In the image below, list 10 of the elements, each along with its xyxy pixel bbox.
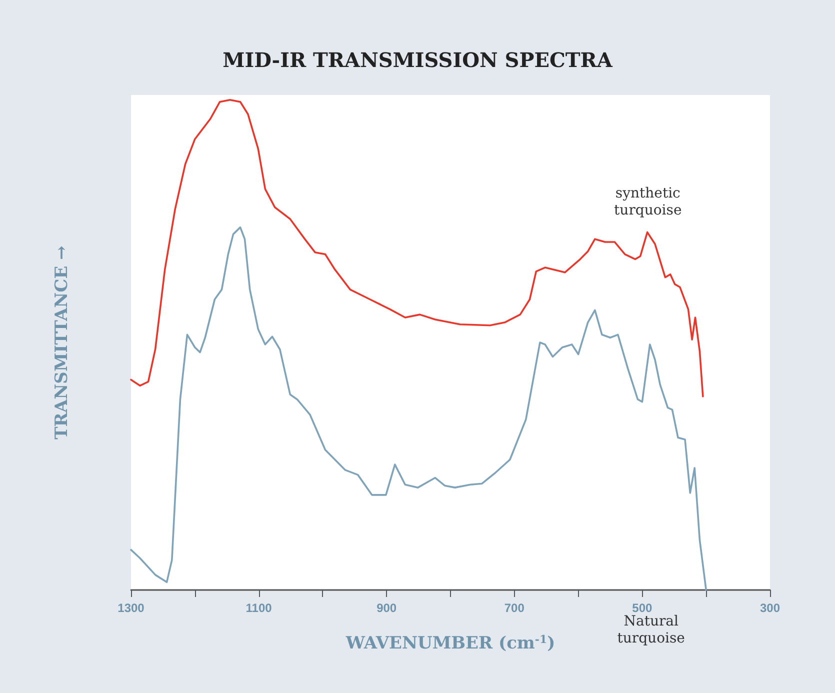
chart-title: MID-IR TRANSMISSION SPECTRA bbox=[222, 48, 613, 72]
series-label: synthetic turquoise bbox=[614, 186, 682, 219]
x-tick-label: 500 bbox=[632, 601, 653, 615]
x-tick-label: 1100 bbox=[246, 601, 272, 615]
x-tick-label: 700 bbox=[504, 601, 525, 615]
x-tick-label: 900 bbox=[376, 601, 397, 615]
x-tick-label: 300 bbox=[760, 601, 780, 615]
text: Natural turquoise bbox=[617, 614, 685, 646]
y-axis-title: TRANSMITTANCE → bbox=[52, 246, 72, 440]
x-tick-label: 1300 bbox=[118, 601, 145, 615]
